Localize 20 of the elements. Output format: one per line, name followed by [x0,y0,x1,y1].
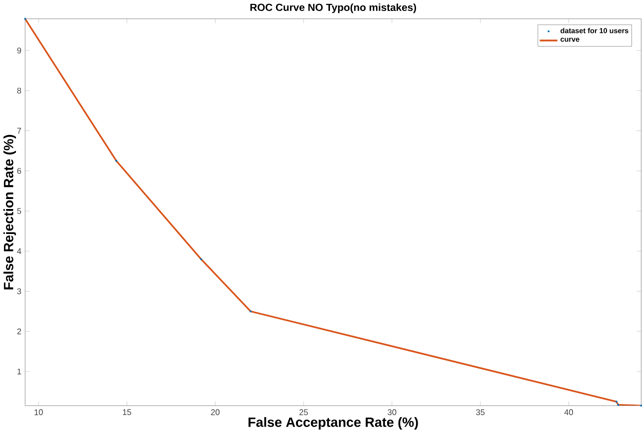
x-tick-label: 20 [211,409,220,416]
x-tick-label: 25 [299,409,308,416]
x-tick-label: 10 [34,409,43,416]
x-tick-label: 40 [564,409,573,416]
y-tick-label: 6 [17,168,22,174]
y-tick-label: 1 [17,368,22,374]
y-tick-label: 5 [17,208,22,214]
y-tick-label: 4 [17,248,22,254]
y-tick-label: 8 [17,88,22,94]
y-tick-label: 9 [17,48,22,54]
x-axis-title: False Acceptance Rate (%) [248,417,418,430]
y-tick-label: 3 [17,288,22,294]
x-tick-label: 35 [476,409,485,416]
chart-title: ROC Curve NO Typo(no mistakes) [250,3,416,14]
x-tick-label: 30 [388,409,396,416]
x-tick-label: 15 [122,409,132,416]
y-tick-label: 2 [17,328,22,334]
y-axis-title: False Rejection Rate (%) [3,134,16,290]
y-tick-label: 7 [17,128,22,134]
line-series [25,18,642,407]
